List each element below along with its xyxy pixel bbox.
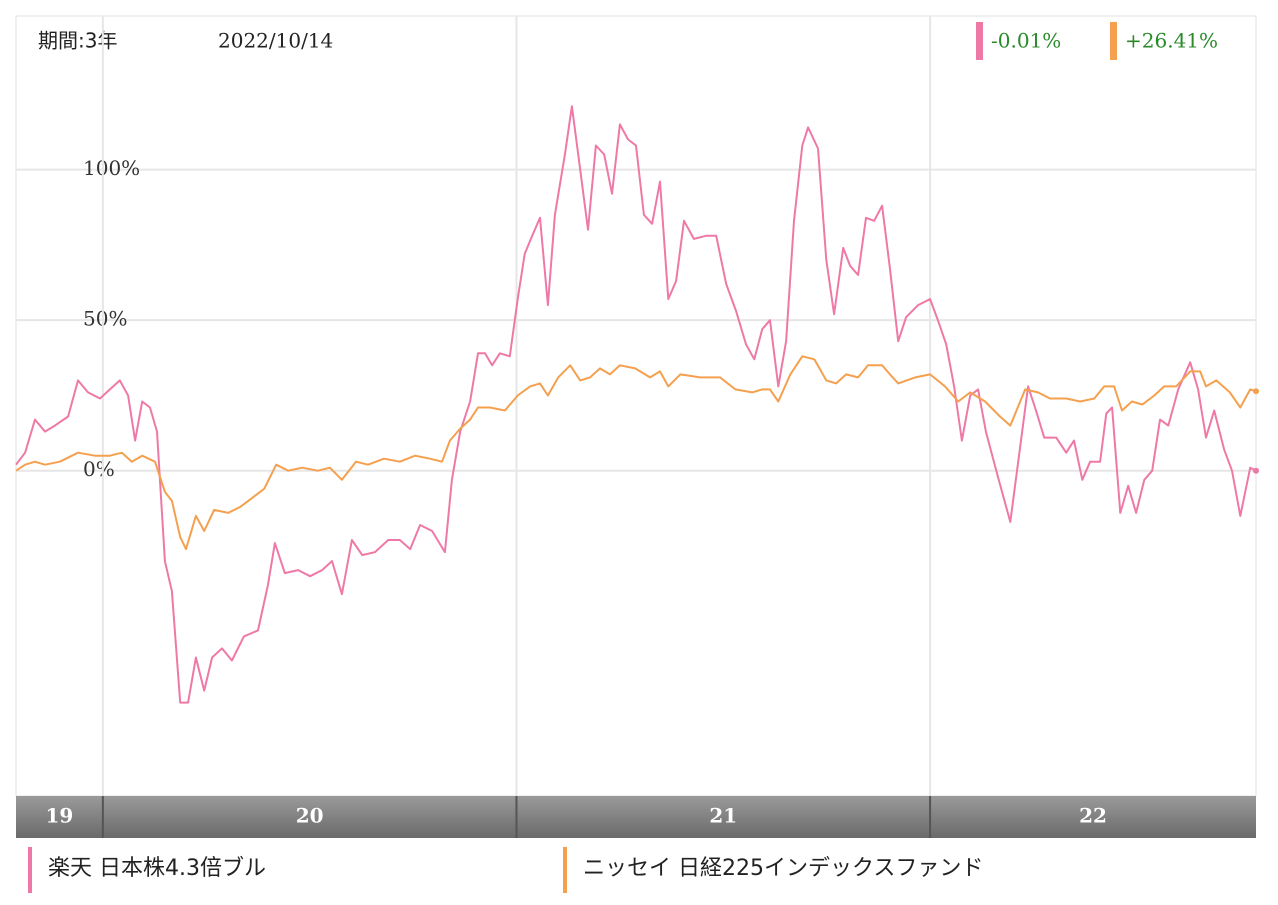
year-label: 22 bbox=[1079, 804, 1107, 828]
end-point bbox=[1253, 467, 1259, 474]
legend-swatch bbox=[976, 22, 983, 60]
legend-return: +26.41% bbox=[1125, 29, 1218, 53]
date-label: 2022/10/14 bbox=[218, 29, 333, 53]
legend-return: -0.01% bbox=[991, 29, 1061, 53]
y-tick-label: 50% bbox=[83, 307, 127, 331]
series-line bbox=[15, 355, 1257, 551]
end-point bbox=[1253, 388, 1259, 395]
legend-label: ニッセイ 日経225インデックスファンド bbox=[583, 856, 983, 881]
y-tick-label: 100% bbox=[83, 156, 140, 180]
legend-swatch bbox=[1110, 22, 1117, 60]
year-label: 21 bbox=[709, 804, 737, 828]
legend-label: 楽天 日本株4.3倍ブル bbox=[48, 856, 266, 881]
period-label: 期間:3年 bbox=[38, 29, 117, 53]
year-label: 20 bbox=[296, 804, 324, 828]
legend-swatch bbox=[28, 847, 32, 893]
legend-swatch bbox=[563, 847, 567, 893]
y-tick-label: 0% bbox=[83, 457, 115, 481]
year-label: 19 bbox=[46, 804, 74, 828]
series-line bbox=[15, 105, 1257, 704]
year-bar bbox=[16, 796, 1256, 838]
